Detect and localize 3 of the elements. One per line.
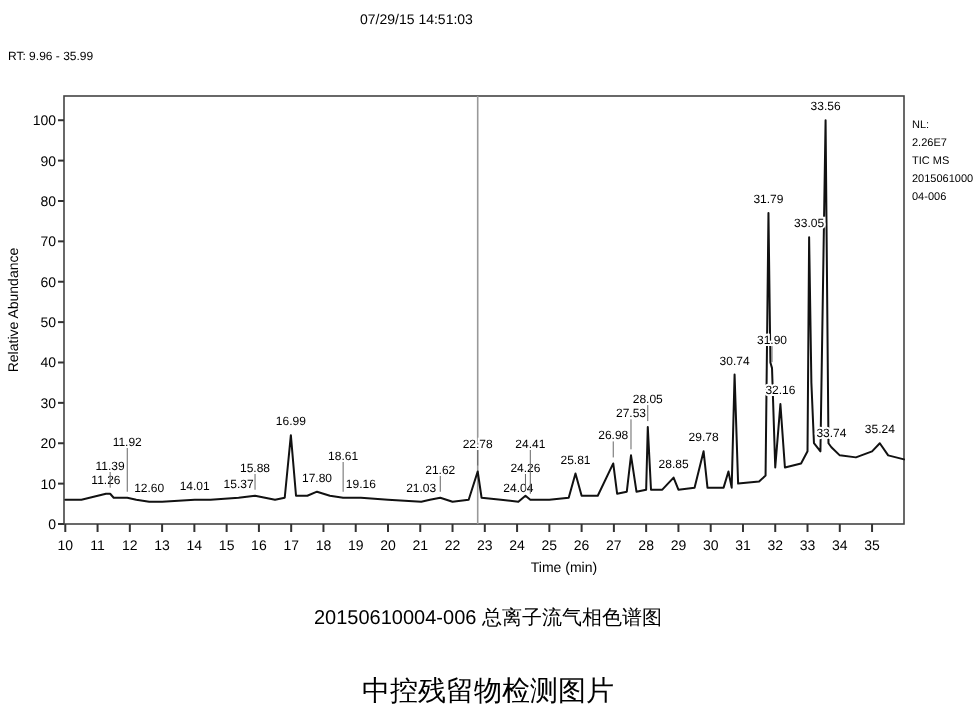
line-series <box>64 119 905 503</box>
text: 中控残留物检测图片 <box>362 674 614 706</box>
text: 20150610004-006 总离子流气相色谱图 <box>314 606 662 630</box>
